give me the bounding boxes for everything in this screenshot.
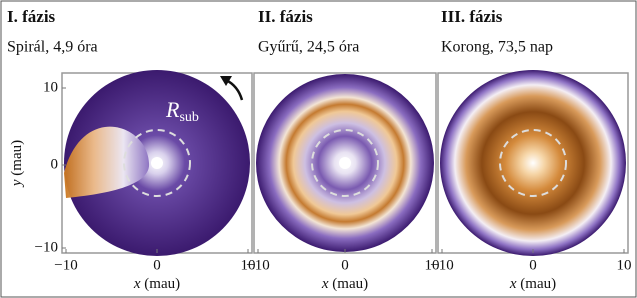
- x-axis-label: x (mau): [509, 276, 556, 292]
- x-tick-label: −10: [246, 257, 269, 273]
- x-tick-label: 0: [529, 257, 537, 273]
- x-tick-label: −10: [430, 257, 453, 273]
- x-tick-label: 0: [341, 257, 349, 273]
- panel-subtitle: Korong, 73,5 nap: [441, 39, 553, 56]
- panel-title: II. fázis: [258, 7, 313, 26]
- inner-hole: [339, 157, 351, 169]
- inner-hole: [151, 157, 163, 169]
- x-axis-unit: (mau): [332, 276, 368, 292]
- x-axis-label: x (mau): [321, 276, 368, 292]
- y-tick-label: 0: [51, 156, 59, 172]
- x-axis-label: x (mau): [133, 276, 180, 292]
- y-axis-label: y (mau): [9, 140, 25, 188]
- figure: I. fázis Spirál, 4,9 óra −10 0 10 x (mau) II. …: [0, 0, 637, 298]
- panel-subtitle: Gyűrű, 24,5 óra: [258, 39, 359, 56]
- x-tick-label: 10: [617, 257, 632, 273]
- r-symbol: R: [165, 97, 180, 122]
- rotation-arrow: [226, 80, 242, 100]
- panel-title: I. fázis: [7, 7, 56, 26]
- y-axis-var: y: [9, 179, 25, 188]
- y-tick-label: 10: [43, 79, 58, 95]
- x-axis-var: x: [133, 276, 141, 292]
- page: {"panels": [ {"title": "I. fázis", "subt…: [0, 0, 637, 298]
- x-axis-var: x: [509, 276, 517, 292]
- panel-title: III. fázis: [441, 7, 503, 26]
- r-subscript: sub: [179, 110, 198, 125]
- panels: I. fázis Spirál, 4,9 óra −10 0 10 x (mau) II. …: [7, 7, 632, 293]
- y-axis-unit: (mau): [9, 140, 25, 176]
- panel-subtitle: Spirál, 4,9 óra: [7, 39, 98, 56]
- x-axis-unit: (mau): [144, 276, 180, 292]
- x-tick-label: 0: [153, 257, 161, 273]
- x-tick-label: −10: [54, 257, 77, 273]
- y-tick-label: −10: [35, 239, 58, 255]
- x-axis-var: x: [321, 276, 329, 292]
- disk: [440, 70, 626, 256]
- x-axis-unit: (mau): [520, 276, 556, 292]
